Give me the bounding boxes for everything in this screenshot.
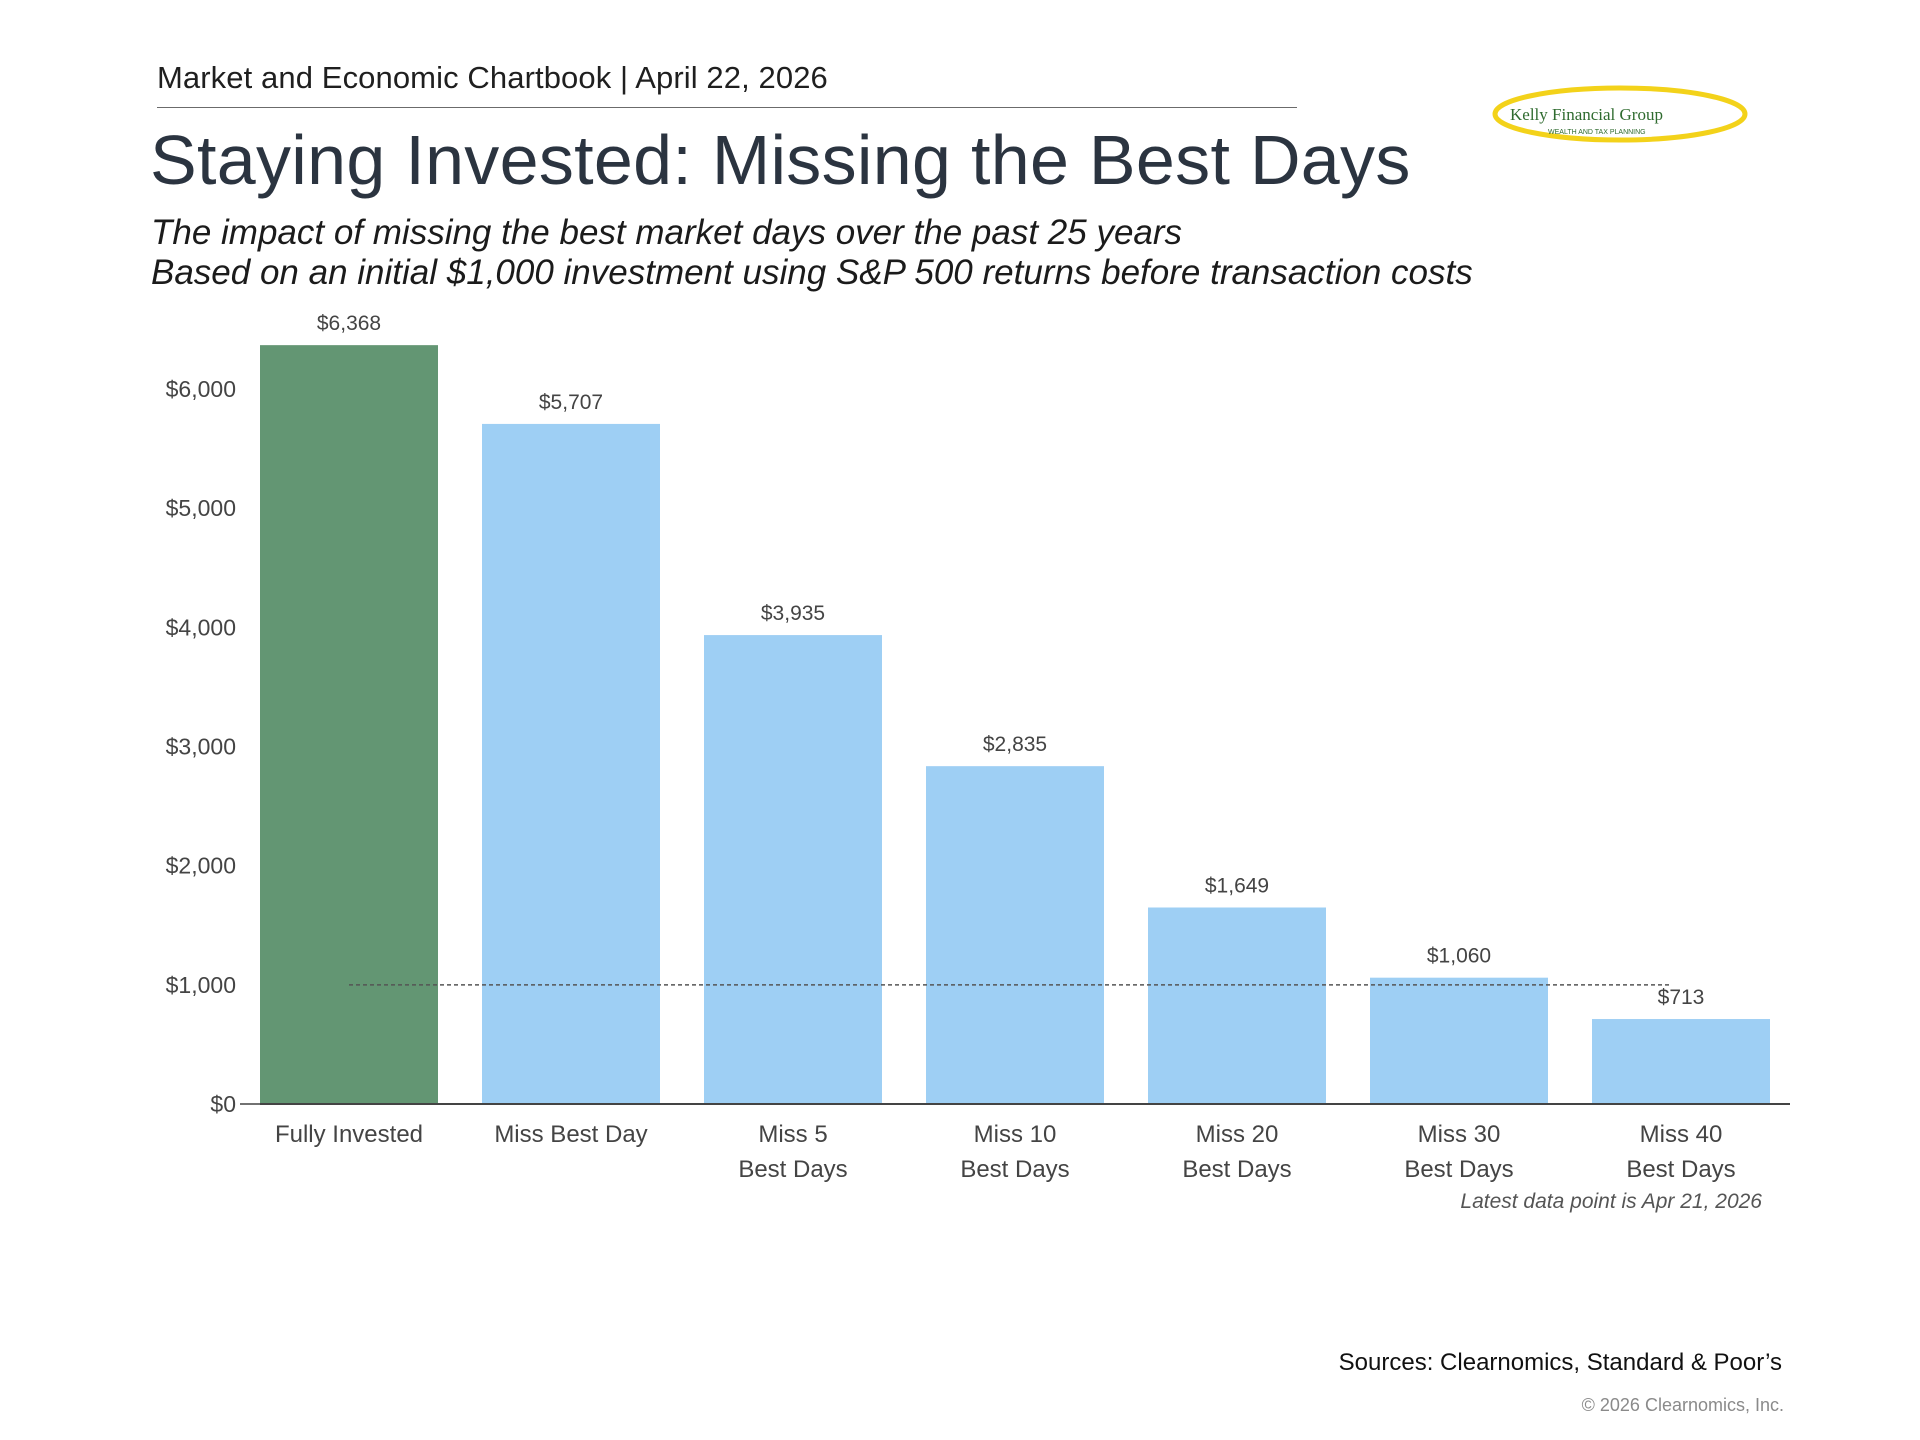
latest-data-note: Latest data point is Apr 21, 2026 bbox=[1460, 1190, 1762, 1213]
subtitle-impact: The impact of missing the best market da… bbox=[151, 213, 1183, 252]
data-label: $3,935 bbox=[761, 602, 825, 625]
logo-swoosh bbox=[1492, 85, 1748, 143]
bar bbox=[704, 635, 882, 1104]
subtitle-basis: Based on an initial $1,000 investment us… bbox=[151, 253, 1473, 292]
bar bbox=[1370, 977, 1548, 1104]
x-tick-label: Miss 30 bbox=[1418, 1121, 1501, 1148]
y-tick-label: $4,000 bbox=[166, 614, 236, 640]
y-tick-label: $3,000 bbox=[166, 734, 236, 760]
data-label: $1,060 bbox=[1427, 945, 1491, 968]
x-tick-label: Best Days bbox=[1626, 1156, 1735, 1183]
data-label: $6,368 bbox=[317, 312, 381, 335]
x-tick-label: Miss 40 bbox=[1640, 1121, 1723, 1148]
data-label: $2,835 bbox=[983, 733, 1047, 756]
x-tick-label: Miss Best Day bbox=[494, 1121, 647, 1148]
chartbook-header: Market and Economic Chartbook | April 22… bbox=[157, 60, 828, 95]
y-tick-label: $0 bbox=[210, 1091, 236, 1117]
bar bbox=[260, 345, 438, 1104]
page-title: Staying Invested: Missing the Best Days bbox=[150, 121, 1411, 199]
bar bbox=[482, 423, 660, 1104]
x-tick-label: Best Days bbox=[1404, 1156, 1513, 1183]
data-label: $5,707 bbox=[539, 391, 603, 414]
x-tick-label: Miss 20 bbox=[1196, 1121, 1279, 1148]
copyright-note: © 2026 Clearnomics, Inc. bbox=[1581, 1395, 1784, 1415]
x-tick-label: Miss 5 bbox=[758, 1121, 827, 1148]
sources-note: Sources: Clearnomics, Standard & Poor’s bbox=[1338, 1349, 1782, 1376]
logo-name: Kelly Financial Group bbox=[1510, 105, 1663, 124]
data-label: $713 bbox=[1658, 986, 1705, 1009]
header-rule bbox=[157, 107, 1297, 108]
data-label: $1,649 bbox=[1205, 874, 1269, 897]
x-tick-label: Best Days bbox=[738, 1156, 847, 1183]
x-tick-label: Miss 10 bbox=[974, 1121, 1057, 1148]
x-tick-label: Fully Invested bbox=[275, 1121, 423, 1148]
company-logo: Kelly Financial Group WEALTH AND TAX PLA… bbox=[1492, 85, 1748, 143]
x-tick-label: Best Days bbox=[1182, 1156, 1291, 1183]
y-tick-label: $1,000 bbox=[166, 972, 236, 998]
y-tick-label: $2,000 bbox=[166, 853, 236, 879]
bar bbox=[1148, 907, 1326, 1104]
y-tick-label: $6,000 bbox=[166, 376, 236, 402]
logo-tagline: WEALTH AND TAX PLANNING bbox=[1548, 129, 1646, 136]
bar bbox=[926, 766, 1104, 1104]
y-tick-label: $5,000 bbox=[166, 495, 236, 521]
x-tick-label: Best Days bbox=[960, 1156, 1069, 1183]
bar bbox=[1592, 1019, 1770, 1104]
